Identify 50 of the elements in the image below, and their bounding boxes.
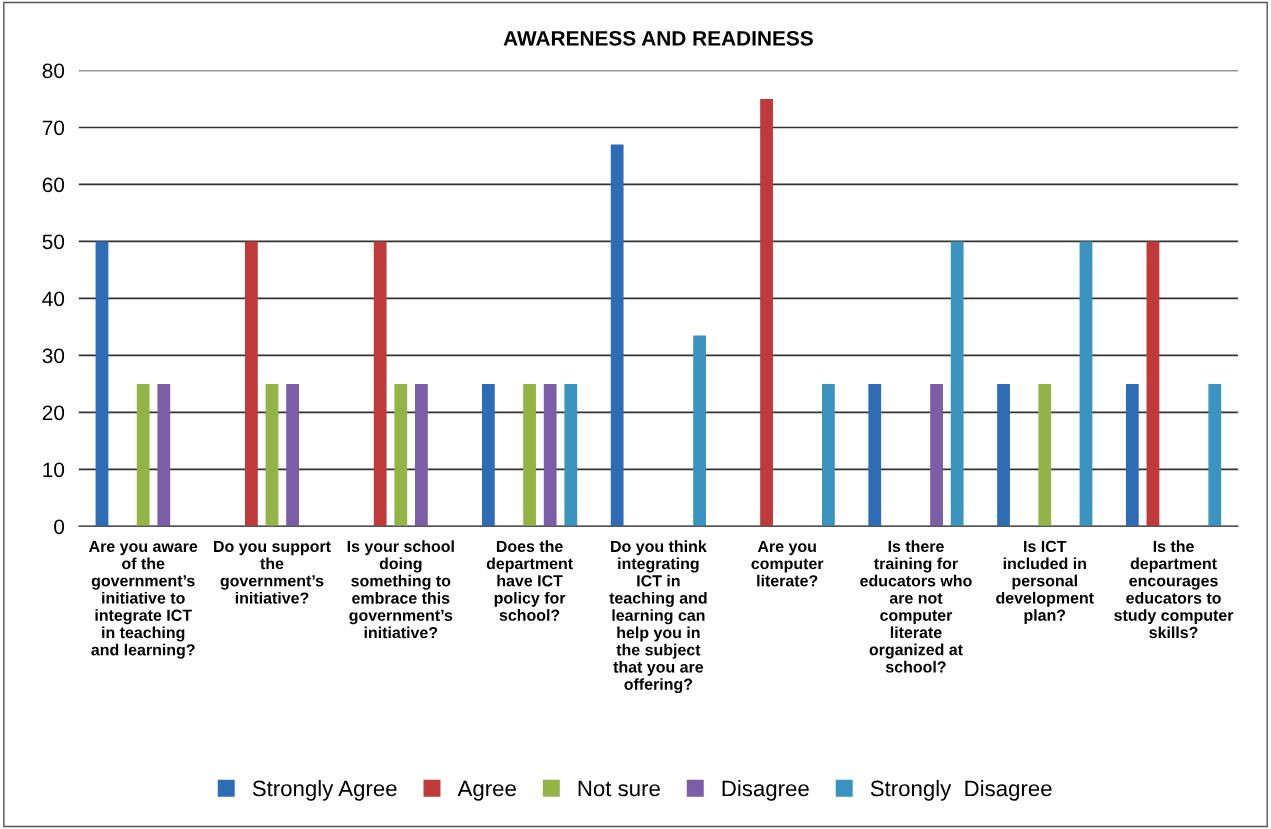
y-tick-label: 20: [42, 405, 65, 421]
x-tick-label: Is your school doing something to embrace this government’s initiative?: [347, 540, 454, 639]
bar: [1208, 383, 1222, 527]
bar: [1146, 241, 1160, 527]
category-label: Do you think integrating ICT in teaching and learning can help you in the subject that you are offering?: [609, 540, 707, 694]
y-tick-label: 70: [42, 120, 65, 136]
bar: [760, 98, 773, 527]
bar: [868, 383, 882, 527]
bar: [930, 383, 943, 527]
bar: [136, 383, 150, 527]
bar: [95, 241, 109, 527]
x-tick-label: Is the department encourages educators to study computer skills?: [1114, 540, 1234, 639]
bar: [610, 144, 624, 527]
y-tick-label: 50: [42, 234, 65, 250]
bar: [822, 383, 835, 527]
bar: [1125, 383, 1139, 527]
bar: [564, 383, 578, 527]
x-tick-label: Do you support the government’s initiative?: [214, 540, 331, 604]
bar: [415, 383, 428, 527]
bar: [394, 383, 408, 527]
bar: [157, 383, 171, 527]
bar: [1079, 241, 1093, 527]
bar: [481, 383, 495, 527]
legend-label: Strongly Disagree: [870, 779, 1052, 801]
bar: [523, 383, 536, 527]
y-tick-label: 10: [43, 462, 65, 478]
bar: [373, 241, 387, 527]
bar: [265, 383, 279, 527]
legend-label: Not sure: [578, 780, 660, 797]
bar: [997, 383, 1010, 527]
y-tick-label: 60: [42, 177, 65, 193]
chart-title: AWARENESS AND READINESS: [503, 30, 813, 46]
bar: [693, 335, 706, 527]
bar: [286, 383, 299, 527]
x-tick-label: Does the department have ICT policy for school?: [486, 540, 573, 621]
y-tick-label: 40: [42, 291, 65, 307]
bar: [543, 383, 557, 527]
legend-label: Disagree: [722, 779, 809, 801]
x-tick-label: Is ICT included in personal development plan?: [996, 540, 1094, 625]
bar: [245, 241, 258, 527]
x-tick-label: Is there training for educators who are not computer literate organized at school?: [860, 540, 972, 673]
bar: [1038, 383, 1052, 527]
y-tick-label: 30: [42, 348, 65, 364]
x-tick-label: Are you computer literate?: [751, 540, 824, 587]
y-tick-label: 0: [54, 519, 65, 535]
bar: [950, 241, 964, 527]
x-tick-label: Are you aware of the government’s initiative to integrate ICT in teaching and learning?: [89, 540, 198, 659]
legend-label: Agree: [457, 780, 516, 801]
y-tick-label: 80: [42, 63, 65, 79]
legend-label: Strongly Agree: [252, 779, 397, 801]
